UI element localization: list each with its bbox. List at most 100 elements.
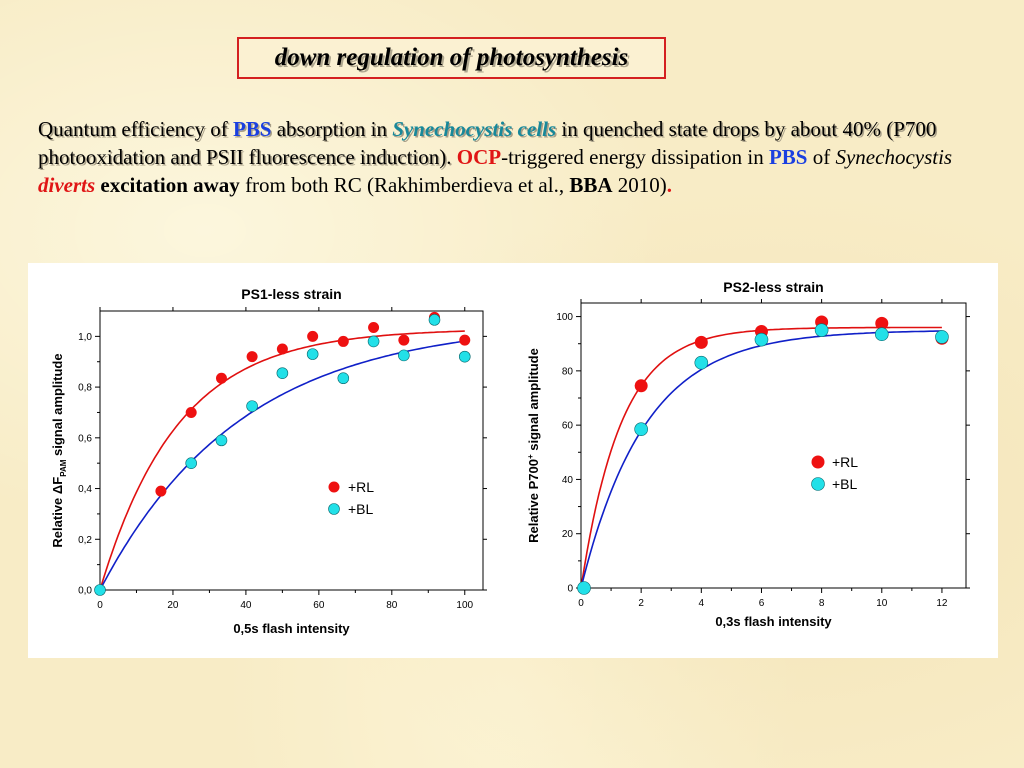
para-text: Quantum efficiency of	[38, 117, 233, 141]
data-point-bl	[306, 348, 319, 360]
data-point-rl	[368, 321, 380, 333]
data-point-bl	[874, 327, 889, 342]
para-text: of	[807, 145, 836, 169]
data-point-bl	[458, 350, 471, 363]
para-ocp: OCP	[456, 145, 502, 169]
data-point-rl	[337, 335, 349, 347]
description-paragraph: Quantum efficiency of PBS absorption in …	[38, 115, 988, 199]
y-label-prefix: Relative P700	[526, 459, 541, 543]
data-point-bl	[398, 349, 410, 362]
x-tick-label: 4	[699, 598, 705, 609]
para-shadowed-sentence: Quantum efficiency of PBS absorption in …	[38, 117, 936, 169]
legend-label: +BL	[832, 476, 858, 492]
data-point-rl	[634, 379, 648, 393]
data-point-bl	[337, 372, 350, 385]
x-tick-label: 8	[819, 598, 825, 609]
data-point-rl	[459, 334, 471, 346]
data-point-bl	[276, 367, 289, 379]
para-synechocystis-cells: Synechocystis cells	[392, 117, 557, 141]
y-tick-label: 40	[562, 475, 574, 486]
data-point-bl	[94, 584, 106, 596]
data-point-rl	[307, 330, 319, 342]
data-point-rl	[155, 485, 167, 497]
data-point-rl	[875, 316, 889, 330]
para-diverts: diverts	[38, 173, 96, 197]
data-point-bl	[185, 457, 197, 469]
data-point-bl	[367, 335, 380, 348]
legend-label: +RL	[348, 479, 374, 495]
data-point-rl	[276, 343, 288, 355]
x-tick-label: 100	[456, 600, 473, 611]
x-tick-label: 0	[578, 598, 584, 609]
para-bba: BBA	[569, 173, 613, 197]
slide-title: down regulation of photosynthesis	[274, 44, 629, 71]
x-tick-label: 6	[759, 598, 765, 609]
y-tick-label: 60	[562, 421, 574, 432]
data-point-bl	[246, 400, 258, 412]
x-tick-label: 60	[313, 600, 325, 611]
y-tick-label: 1,0	[78, 332, 92, 343]
data-point-bl	[634, 422, 648, 437]
chart-title: PS2-less strain	[723, 279, 823, 295]
y-axis-label: Relative ΔFPAM signal amplitude	[50, 353, 68, 547]
data-point-bl	[428, 314, 441, 326]
para-text: -triggered energy dissipation in	[501, 145, 769, 169]
para-pbs: PBS	[768, 145, 808, 169]
data-point-bl	[814, 323, 829, 337]
data-point-rl	[215, 372, 227, 384]
data-point-rl	[246, 351, 258, 363]
y-tick-label: 20	[562, 529, 574, 540]
x-tick-label: 2	[638, 598, 644, 609]
y-tick-label: 0	[567, 584, 573, 595]
y-label-subscript: PAM	[59, 459, 68, 477]
para-text: absorption in	[271, 117, 393, 141]
para-synechocystis: Synechocystis	[835, 145, 953, 169]
x-tick-label: 12	[936, 598, 948, 609]
x-tick-label: 20	[167, 600, 179, 611]
x-tick-label: 80	[386, 600, 398, 611]
x-tick-label: 0	[97, 600, 103, 611]
para-pbs: PBS	[232, 117, 272, 141]
y-tick-label: 80	[562, 366, 574, 377]
data-point-bl	[215, 434, 228, 447]
y-tick-label: 0,0	[78, 586, 92, 597]
para-text: from both RC (Rakhimberdieva et al.,	[239, 173, 570, 197]
data-point-bl	[754, 332, 769, 347]
para-text: 2010)	[612, 173, 667, 197]
x-tick-label: 40	[240, 600, 252, 611]
data-point-rl	[694, 335, 708, 349]
para-period: .	[666, 173, 673, 197]
x-axis-label: 0,5s flash intensity	[233, 621, 350, 636]
chart-title: PS1-less strain	[241, 286, 341, 302]
y-tick-label: 0,2	[78, 535, 92, 546]
para-excitation-away: excitation away	[100, 173, 240, 197]
y-axis-label: Relative P700+ signal amplitude	[526, 348, 541, 543]
chart-1: PS1-less strain 0 20 40 60 80 100 0,0 0,2 0,4 0,6 0…	[50, 286, 487, 636]
data-point-rl	[398, 334, 410, 346]
chart-2: PS2-less strain 0 2 4 6 8 10 12 0 20 40 60 80 100 0,3s…	[526, 279, 970, 629]
y-label-prefix: Relative	[50, 494, 65, 547]
legend-marker	[811, 455, 825, 469]
plot-frame	[99, 310, 484, 591]
plot-frame	[580, 302, 967, 589]
y-label-delta-f: ΔF	[50, 477, 65, 494]
y-tick-label: 0,8	[78, 383, 92, 394]
legend-marker	[811, 477, 825, 491]
y-label-suffix: signal amplitude	[50, 353, 65, 459]
y-tick-label: 0,4	[78, 484, 92, 495]
data-point-bl	[935, 330, 949, 344]
y-tick-label: 100	[556, 312, 573, 323]
legend-label: +RL	[832, 454, 858, 470]
fit-curve-rl	[580, 326, 942, 589]
x-axis-label: 0,3s flash intensity	[715, 614, 832, 629]
figure-panel: PS1-less strain 0 20 40 60 80 100 0,0 0,2 0,4 0,6 0…	[28, 263, 998, 658]
legend-label: +BL	[348, 501, 374, 517]
data-point-bl	[577, 581, 591, 595]
data-point-rl	[185, 406, 197, 418]
data-point-bl	[694, 355, 709, 370]
y-label-suffix: signal amplitude	[526, 348, 541, 454]
fit-curve-bl	[580, 330, 942, 589]
x-tick-label: 10	[876, 598, 888, 609]
para-text: in quenched state drops by about 40% (P7…	[38, 117, 937, 169]
